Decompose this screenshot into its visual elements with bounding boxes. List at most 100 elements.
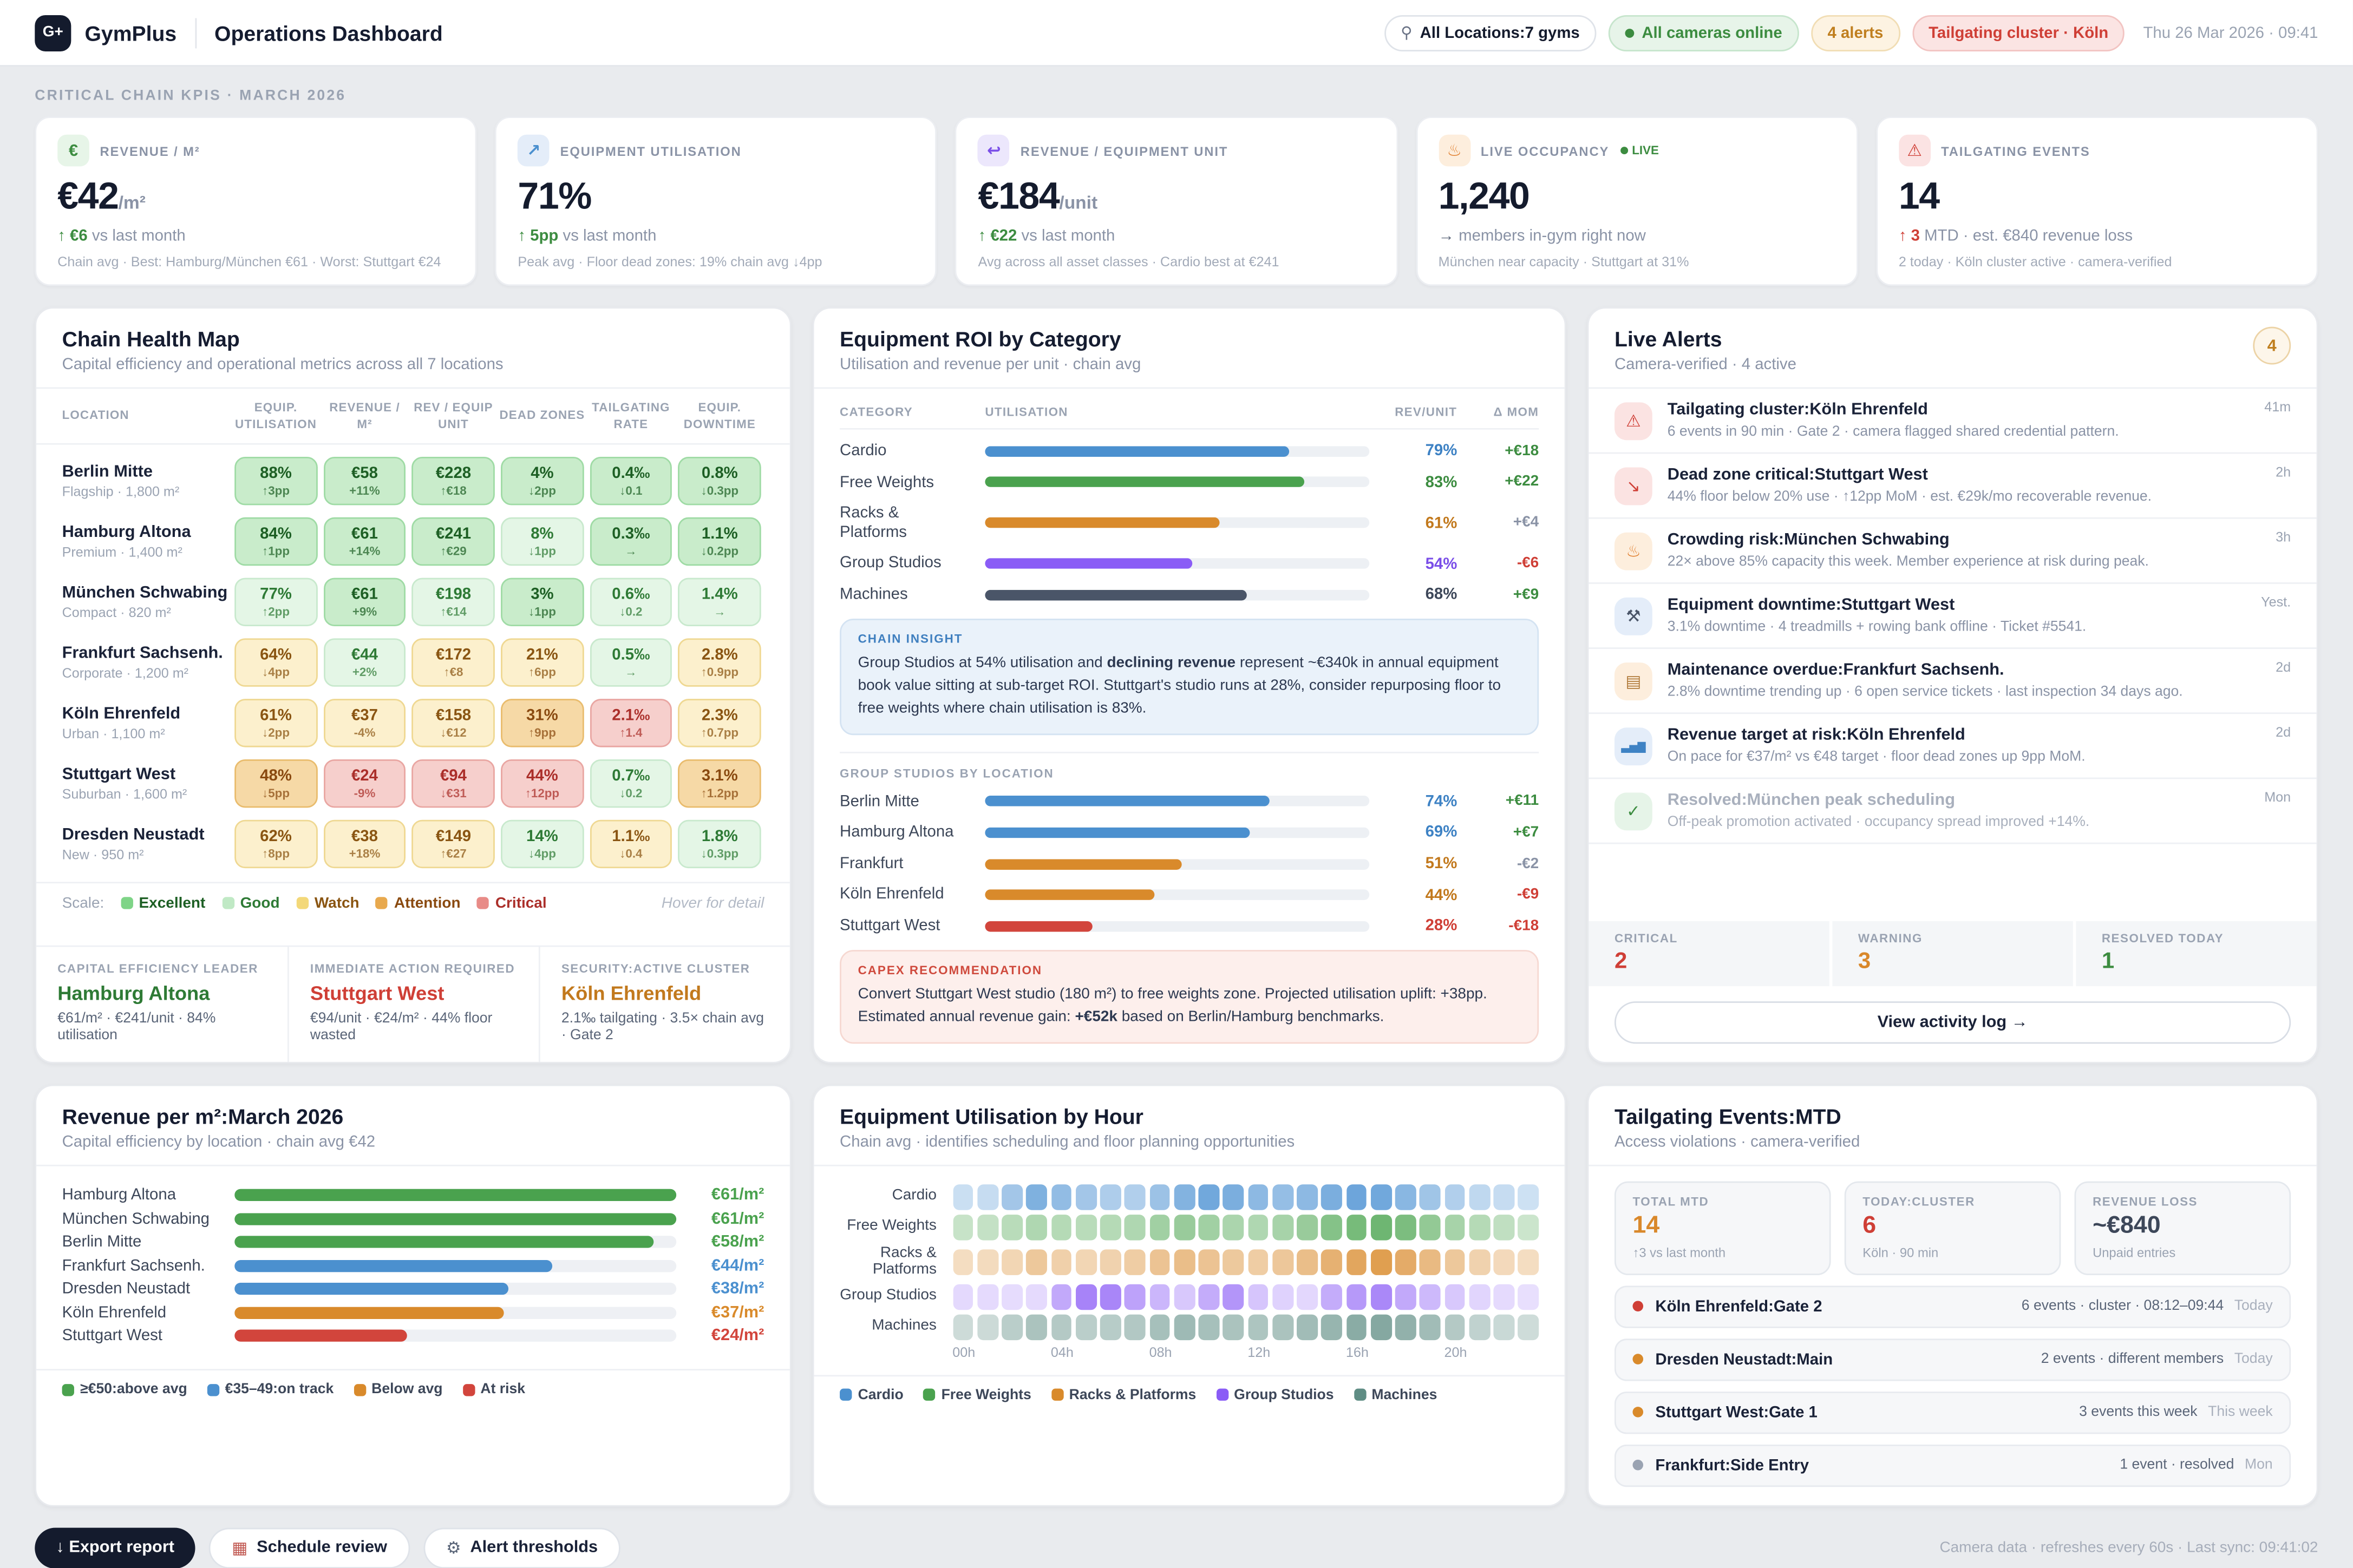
scale-item: Watch [296, 895, 360, 911]
metric-cell[interactable]: 44% ↑12pp [501, 758, 584, 808]
alerts-count-badge[interactable]: 4 alerts [1810, 14, 1900, 51]
metric-cell[interactable]: 2.8% ↑0.9pp [678, 638, 761, 686]
heatmap-row-label: Cardio [892, 1188, 937, 1205]
location-selector[interactable]: ⚲ All Locations:7 gyms [1384, 14, 1597, 51]
alert-item[interactable]: ⚒ Equipment downtime:Stuttgart West 3.1% d… [1589, 584, 2317, 649]
metric-cell[interactable]: 14% ↓4pp [501, 819, 584, 868]
cameras-status-badge[interactable]: All cameras online [1608, 14, 1799, 51]
alert-item[interactable]: ↘ Dead zone critical:Stuttgart West 44% fl… [1589, 454, 2317, 519]
tailgating-events-panel: Tailgating Events:MTD Access violations … [1587, 1084, 2318, 1506]
heatmap-cell [1075, 1213, 1096, 1240]
metric-cell[interactable]: 88% ↑3pp [234, 456, 317, 505]
metric-cell[interactable]: 1.1% ↓0.2pp [678, 516, 761, 566]
kpi-value: 1,240 [1438, 175, 1530, 218]
bar-fill [985, 477, 1304, 488]
metric-cell[interactable]: 0.8% ↓0.3pp [678, 456, 761, 505]
metric-cell[interactable]: 1.4% → [678, 577, 761, 626]
export-report-button[interactable]: ↓ Export report [35, 1527, 196, 1568]
metric-cell[interactable]: 3.1% ↑1.2pp [678, 758, 761, 808]
heatmap-cell [1420, 1249, 1441, 1275]
category-label: Machines [840, 585, 908, 603]
alert-item[interactable]: ✓ Resolved:München peak scheduling Off-pea… [1589, 779, 2317, 844]
severity-dot-icon [1632, 1354, 1644, 1364]
metric-cell[interactable]: €61 +14% [323, 516, 406, 566]
metric-cell[interactable]: €24 -9% [323, 758, 406, 808]
kpi-value: 14 [1898, 175, 1940, 218]
metric-cell[interactable]: 0.3‰ → [589, 516, 672, 566]
metric-cell[interactable]: 2.3% ↑0.7pp [678, 698, 761, 747]
heatmap-cell [1272, 1183, 1293, 1210]
metric-cell[interactable]: €37 -4% [323, 698, 406, 747]
heatmap-cell [1444, 1249, 1465, 1275]
chain-insight-note: CHAIN INSIGHT Group Studios at 54% utili… [840, 618, 1539, 735]
metric-cell[interactable]: 1.8% ↓0.3pp [678, 819, 761, 868]
heatmap-cell [1026, 1314, 1047, 1340]
metric-cell[interactable]: €44 +2% [323, 638, 406, 686]
alert-thresholds-button[interactable]: ⚙ Alert thresholds [423, 1527, 621, 1568]
metric-cell[interactable]: 31% ↑9pp [501, 698, 584, 747]
legend-item: ≥€50:above avg [62, 1381, 187, 1398]
heatmap-cell [1100, 1283, 1121, 1309]
heatmap-cell [1247, 1249, 1269, 1275]
location-name: Frankfurt Sachsenh. [62, 644, 223, 662]
heatmap-cell [1198, 1213, 1219, 1240]
view-activity-log-button[interactable]: View activity log → [1614, 1000, 2291, 1044]
location-label: Stuttgart West [62, 1327, 162, 1346]
metric-cell[interactable]: 77% ↑2pp [234, 577, 317, 626]
bar-fill [985, 796, 1270, 807]
metric-cell[interactable]: 4% ↓2pp [501, 456, 584, 505]
alert-item[interactable]: ♨ Crowding risk:München Schwabing 22× abov… [1589, 519, 2317, 584]
summary-detail: €61/m² · €241/unit · 84% utilisation [57, 1009, 216, 1044]
tailgating-cluster-badge[interactable]: Tailgating cluster · Köln [1912, 14, 2125, 51]
heatmap-axis: 00h 04h 08h 12h 16h 20h [840, 1344, 1539, 1359]
alert-item[interactable]: ▃▅▇ Revenue target at risk:Köln Ehrenfeld… [1589, 714, 2317, 779]
tailgating-event-row[interactable]: Dresden Neustadt:Main 2 events · differen… [1614, 1337, 2291, 1381]
heatmap-cell [1468, 1213, 1490, 1240]
heatmap-cell [1149, 1283, 1171, 1309]
metric-cell[interactable]: €198 ↑€14 [412, 577, 495, 626]
metric-cell[interactable]: 64% ↓4pp [234, 638, 317, 686]
roi-rows: Cardio 79% +€18 Free Weights 83% +€22 Racks & … [840, 442, 1539, 605]
alert-item[interactable]: ⚠ Tailgating cluster:Köln Ehrenfeld 6 even… [1589, 389, 2317, 454]
metric-cell[interactable]: €38 +18% [323, 819, 406, 868]
heatmap-cell [1493, 1283, 1514, 1309]
tailgating-event-row[interactable]: Stuttgart West:Gate 1 3 events this week T… [1614, 1390, 2291, 1434]
metric-cell[interactable]: €172 ↑€8 [412, 638, 495, 686]
alert-item[interactable]: ▤ Maintenance overdue:Frankfurt Sachsenh.… [1589, 649, 2317, 714]
metric-cell[interactable]: 0.5‰ → [589, 638, 672, 686]
metric-cell[interactable]: 0.4‰ ↓0.1 [589, 456, 672, 505]
metric-cell[interactable]: 8% ↓1pp [501, 516, 584, 566]
location-cell: Hamburg Altona Premium · 1,400 m² [62, 523, 232, 559]
metric-cell[interactable]: 3% ↓1pp [501, 577, 584, 626]
metric-cell[interactable]: 62% ↑8pp [234, 819, 317, 868]
metric-cell[interactable]: €158 ↓€12 [412, 698, 495, 747]
metric-cell[interactable]: €228 ↑€18 [412, 456, 495, 505]
table-row: Berlin Mitte Flagship · 1,800 m² 88% ↑3pp €5… [62, 450, 764, 511]
column-header: LOCATION [62, 409, 129, 423]
metric-cell[interactable]: €241 ↑€29 [412, 516, 495, 566]
metric-cell[interactable]: 48% ↓5pp [234, 758, 317, 808]
heatmap-cell [1493, 1314, 1514, 1340]
heatmap-cell [1321, 1314, 1342, 1340]
schedule-review-button[interactable]: ▦ Schedule review [209, 1527, 410, 1568]
tailgating-event-row[interactable]: Frankfurt:Side Entry 1 event · resolved Mo… [1614, 1444, 2291, 1486]
alert-title: Crowding risk:München Schwabing [1667, 530, 1950, 549]
heatmap-cell [1173, 1213, 1195, 1240]
metric-cell[interactable]: 1.1‰ ↓0.4 [589, 819, 672, 868]
tailgating-event-row[interactable]: Köln Ehrenfeld:Gate 2 6 events · cluster … [1614, 1285, 2291, 1328]
metric-cell[interactable]: 0.7‰ ↓0.2 [589, 758, 672, 808]
alert-description: 3.1% downtime · 4 treadmills + rowing ba… [1667, 619, 2087, 635]
metric-cell[interactable]: €61 +9% [323, 577, 406, 626]
kpi-row: € REVENUE / M² €42/m² ↑ €6 vs last month Cha… [35, 116, 2318, 286]
metric-cell[interactable]: €94 ↓€31 [412, 758, 495, 808]
metric-cell[interactable]: 21% ↑6pp [501, 638, 584, 686]
metric-cell[interactable]: 61% ↓2pp [234, 698, 317, 747]
metric-cell[interactable]: 0.6‰ ↓0.2 [589, 577, 672, 626]
category-label: Frankfurt [840, 854, 904, 872]
metric-cell[interactable]: €149 ↑€27 [412, 819, 495, 868]
metric-cell[interactable]: €58 +11% [323, 456, 406, 505]
metric-cell[interactable]: 2.1‰ ↑1.4 [589, 698, 672, 747]
alert-stat: WARNING 3 [1832, 920, 2073, 986]
alert-description: 44% floor below 20% use · ↑12pp MoM · es… [1667, 488, 2152, 506]
metric-cell[interactable]: 84% ↑1pp [234, 516, 317, 566]
